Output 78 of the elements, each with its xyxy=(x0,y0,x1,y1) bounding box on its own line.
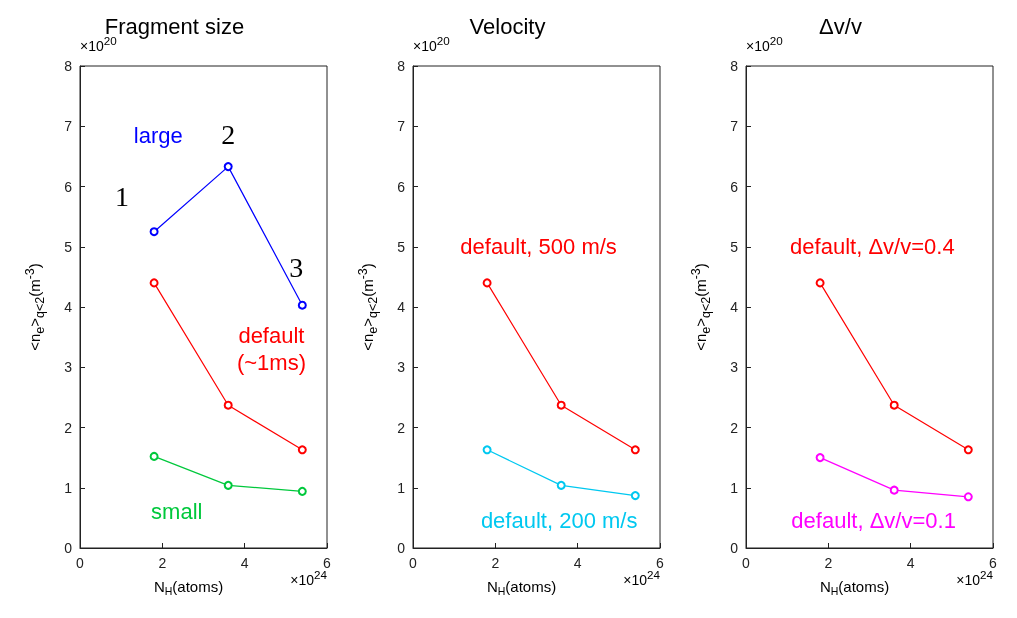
point xyxy=(630,491,640,501)
x-tick-label: 4 xyxy=(906,555,915,571)
text: ×10$^{20}$ xyxy=(746,34,783,54)
annotation: 3 xyxy=(289,251,304,283)
annotation: 1 xyxy=(115,181,130,213)
y-tick-label: 3 xyxy=(730,359,739,376)
series-label: default, 200 m/s xyxy=(480,508,638,534)
y-tick-label: 4 xyxy=(730,299,739,315)
y-tick-label: 5 xyxy=(730,238,739,255)
y-tick-label: 4 xyxy=(64,299,73,315)
point xyxy=(223,480,233,490)
point xyxy=(963,445,973,455)
point xyxy=(297,300,307,310)
y-tick-label: 8 xyxy=(730,58,739,74)
point xyxy=(630,445,640,455)
y-tick-label: 6 xyxy=(64,178,73,195)
point xyxy=(963,492,973,502)
y-tick-label: 1 xyxy=(64,479,73,496)
point xyxy=(223,400,233,410)
point xyxy=(149,227,159,237)
x-tick-label: 6 xyxy=(323,555,332,571)
y-tick-label: 8 xyxy=(397,58,406,74)
text: ×10$^{20}$ xyxy=(80,34,117,54)
series-label: default, Δv/v=0.4 xyxy=(790,234,955,260)
point xyxy=(556,400,566,410)
series-label: default, Δv/v=0.1 xyxy=(791,508,956,534)
x-tick-label: 2 xyxy=(491,555,500,571)
y-tick-label: 1 xyxy=(730,479,739,496)
y-tick-label: 7 xyxy=(397,118,406,135)
y-tick-label: 5 xyxy=(64,238,73,255)
y-tick-label: 2 xyxy=(397,419,406,436)
series-label: default, 500 m/s xyxy=(460,234,617,260)
y-tick-label: 6 xyxy=(397,178,406,195)
y-tick-label: 3 xyxy=(64,359,73,376)
y-tick-label: 7 xyxy=(64,118,73,135)
y-tick-label: 2 xyxy=(730,419,739,436)
y-tick-label: 6 xyxy=(730,178,739,195)
x-tick-label: 0 xyxy=(409,555,418,571)
y-tick-label: 8 xyxy=(64,58,73,74)
annotation: 2 xyxy=(221,119,236,151)
point xyxy=(889,400,899,410)
y-tick-label: 4 xyxy=(397,299,406,315)
y-tick-label: 7 xyxy=(730,118,739,135)
y-tick-label: 5 xyxy=(397,238,406,255)
point xyxy=(815,278,825,288)
point xyxy=(556,480,566,490)
y-tick-label: 1 xyxy=(397,479,406,496)
point xyxy=(223,162,233,172)
point xyxy=(482,278,492,288)
point xyxy=(482,445,492,455)
series-label: small xyxy=(151,499,203,525)
point xyxy=(149,278,159,288)
point xyxy=(815,453,825,463)
x-tick-label: 0 xyxy=(76,555,85,571)
x-tick-label: 2 xyxy=(158,555,167,571)
x-tick-label: 6 xyxy=(656,555,665,571)
series-label: default (~1ms) xyxy=(236,323,306,376)
point xyxy=(297,445,307,455)
point xyxy=(297,486,307,496)
point xyxy=(149,451,159,461)
y-tick-label: 0 xyxy=(730,540,739,556)
text: ×10$^{24}$ xyxy=(623,568,660,588)
text: ×10$^{20}$ xyxy=(413,34,450,54)
x-tick-label: 6 xyxy=(989,555,998,571)
text: ×10$^{24}$ xyxy=(956,568,993,588)
x-tick-label: 0 xyxy=(742,555,751,571)
chart-title: Δv/v xyxy=(819,13,862,39)
x-tick-label: 4 xyxy=(573,555,582,571)
text: large xyxy=(133,122,183,148)
chart-title: Velocity xyxy=(469,13,546,39)
y-tick-label: 0 xyxy=(64,540,73,556)
x-tick-label: 2 xyxy=(824,555,833,571)
text: ×10$^{24}$ xyxy=(290,568,327,588)
point xyxy=(889,485,899,495)
y-tick-label: 0 xyxy=(397,540,406,556)
x-tick-label: 4 xyxy=(240,555,249,571)
y-tick-label: 2 xyxy=(64,419,73,436)
y-tick-label: 3 xyxy=(397,359,406,376)
